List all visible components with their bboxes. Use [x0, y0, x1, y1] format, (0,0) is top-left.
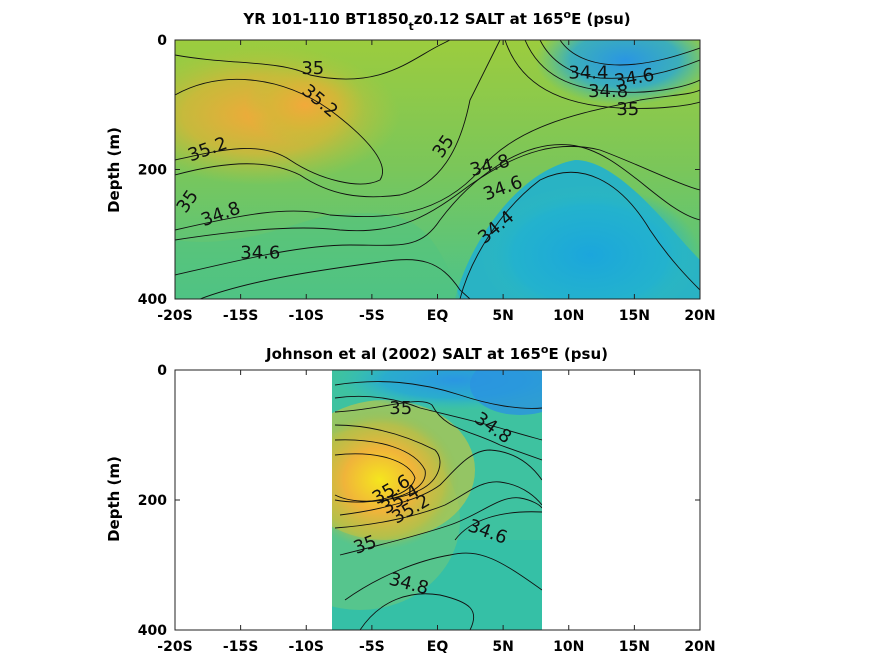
top-y-tick-label: 400: [138, 292, 167, 308]
bottom-heatmap: [332, 370, 542, 630]
bottom-x-ticks: -20S -15S -10S -5S EQ 5N 10N 15N 20N: [157, 370, 716, 655]
bottom-x-tick-label: -15S: [223, 639, 258, 655]
top-x-tick-label: 20N: [684, 308, 715, 324]
top-contour-label: 35: [616, 99, 639, 120]
bottom-chart-title: Johnson et al (2002) SALT at 165oE (psu): [265, 343, 608, 363]
bottom-y-ticks: 0 200 400: [138, 363, 700, 639]
top-chart: YR 101-110 BT1850tz0.12 SALT at 165oE (p…: [105, 8, 716, 324]
top-x-tick-label: -5S: [359, 308, 385, 324]
bottom-x-tick-label: EQ: [427, 639, 449, 655]
bottom-y-tick-label: 400: [138, 623, 167, 639]
top-y-tick-label: 200: [138, 163, 167, 179]
top-y-tick-label: 0: [157, 33, 167, 49]
bottom-y-tick-label: 200: [138, 493, 167, 509]
top-x-tick-label: -15S: [223, 308, 258, 324]
bottom-x-tick-label: -5S: [359, 639, 385, 655]
bottom-x-tick-label: 20N: [684, 639, 715, 655]
bottom-chart: Johnson et al (2002) SALT at 165oE (psu): [105, 343, 716, 655]
top-x-tick-label: 15N: [619, 308, 650, 324]
bottom-contour-label: 35: [389, 398, 412, 419]
top-y-ticks: 0 200 400: [138, 33, 700, 308]
bottom-x-tick-label: -20S: [157, 639, 192, 655]
top-contour-label: 35: [301, 58, 324, 79]
bottom-y-axis-label: Depth (m): [105, 456, 123, 542]
bottom-y-tick-label: 0: [157, 363, 167, 379]
top-chart-title: YR 101-110 BT1850tz0.12 SALT at 165oE (p…: [242, 8, 630, 33]
bottom-x-tick-label: 10N: [553, 639, 584, 655]
top-x-tick-label: 10N: [553, 308, 584, 324]
bottom-x-tick-label: 15N: [619, 639, 650, 655]
bottom-contours: [334, 381, 542, 630]
top-contour-label: 34.8: [588, 81, 628, 102]
top-x-tick-label: 5N: [492, 308, 513, 324]
bottom-x-tick-label: -10S: [289, 639, 324, 655]
top-x-ticks: -20S -15S -10S -5S EQ 5N 10N 15N 20N: [157, 40, 716, 324]
top-contours: [175, 40, 700, 299]
top-heatmap: [175, 40, 700, 299]
top-y-axis-label: Depth (m): [105, 127, 123, 213]
top-x-tick-label: -10S: [289, 308, 324, 324]
top-contour-label: 34.4: [568, 63, 608, 84]
bottom-x-tick-label: 5N: [492, 639, 513, 655]
top-x-tick-label: EQ: [427, 308, 449, 324]
top-x-tick-label: -20S: [157, 308, 192, 324]
top-contour-label: 34.6: [240, 243, 280, 264]
